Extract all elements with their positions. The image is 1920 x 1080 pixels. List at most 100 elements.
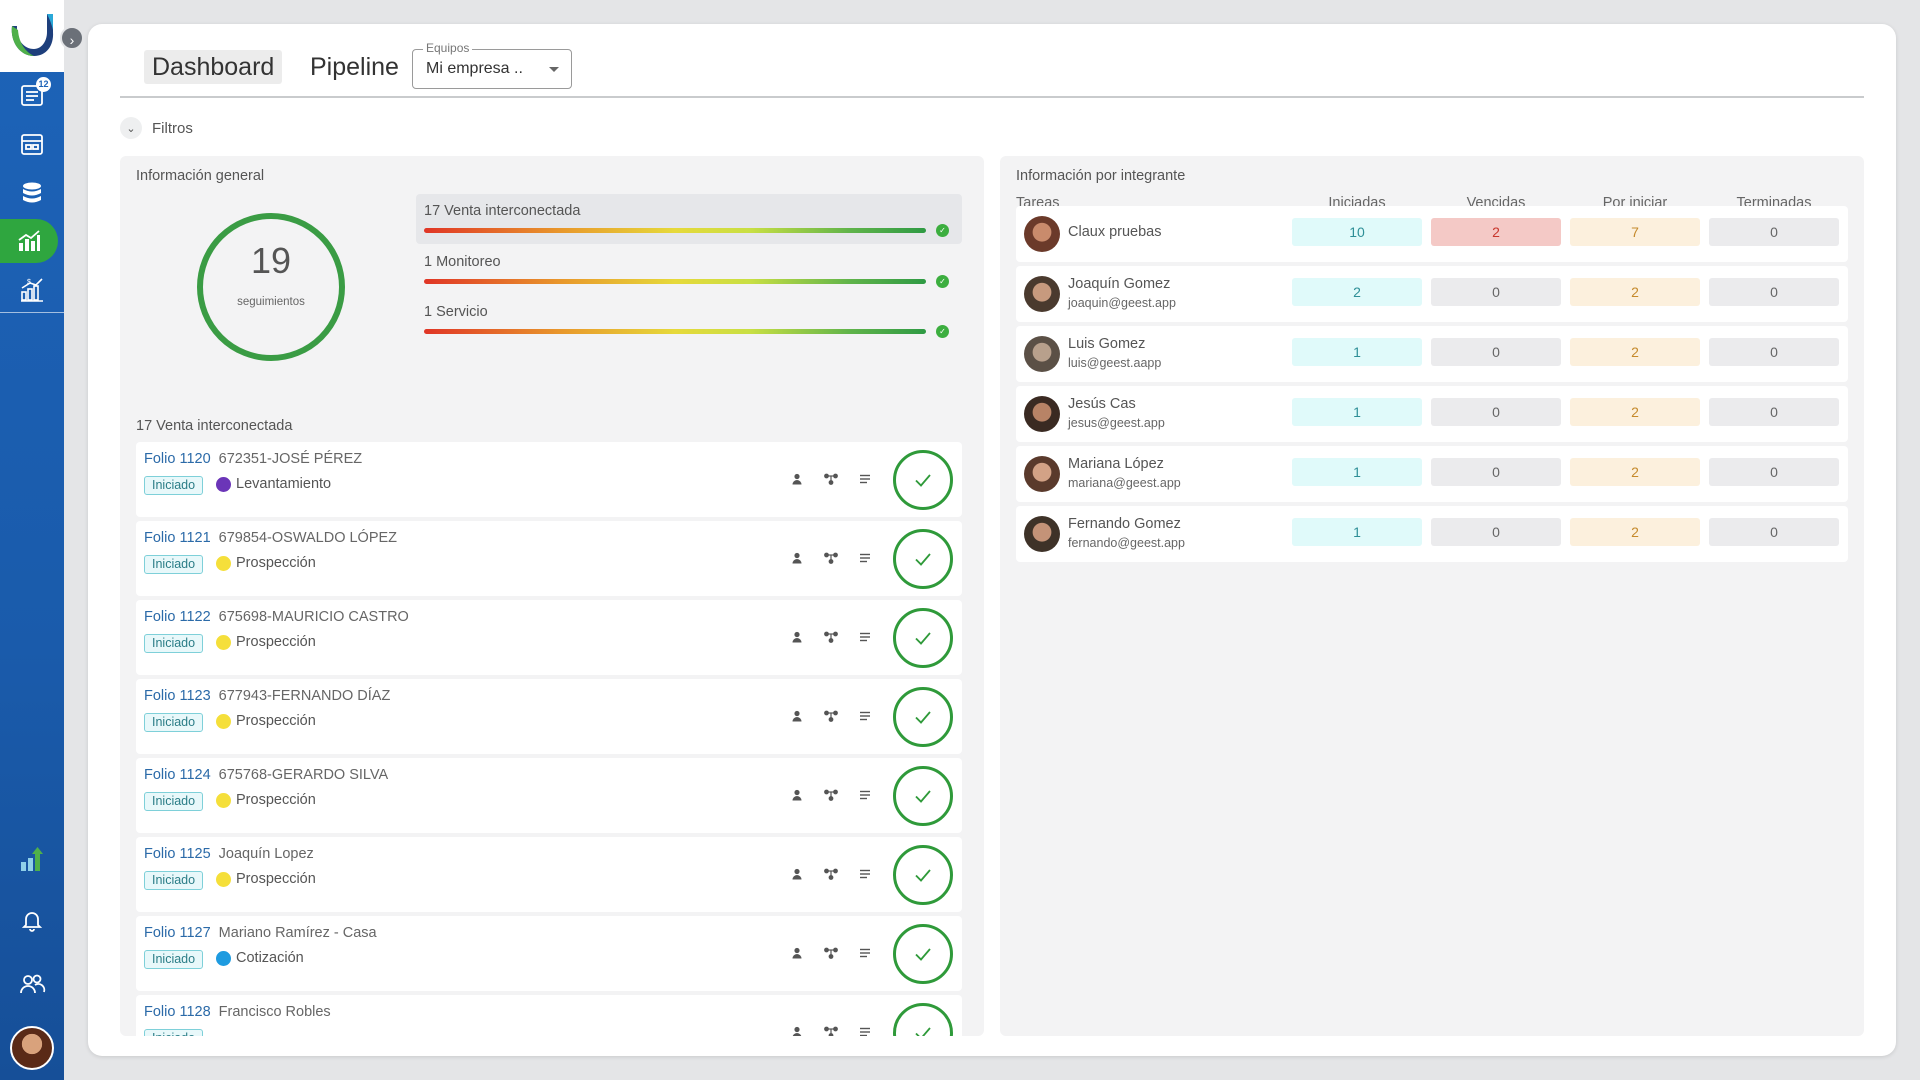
folio-link[interactable]: Folio 1123 677943-FERNANDO DÍAZ: [144, 688, 390, 704]
details-list-icon[interactable]: [856, 470, 874, 488]
member-row[interactable]: Joaquín Gomez joaquin@geest.app 2 0 2 0: [1016, 266, 1848, 322]
details-list-icon[interactable]: [856, 1023, 874, 1036]
assign-user-icon[interactable]: [788, 549, 806, 567]
folio-number[interactable]: Folio 1125: [144, 846, 211, 862]
details-list-icon[interactable]: [856, 628, 874, 646]
pending-count[interactable]: 2: [1570, 278, 1700, 306]
pending-count[interactable]: 2: [1570, 398, 1700, 426]
flow-icon[interactable]: [822, 470, 840, 488]
nav-analytics[interactable]: [0, 219, 58, 263]
nav-growth[interactable]: [0, 838, 64, 882]
process-row[interactable]: 1 Monitoreo ✓: [416, 245, 962, 295]
member-row[interactable]: Mariana López mariana@geest.app 1 0 2 0: [1016, 446, 1848, 502]
assign-user-icon[interactable]: [788, 628, 806, 646]
overdue-count[interactable]: 0: [1431, 458, 1561, 486]
folio-number[interactable]: Folio 1120: [144, 451, 211, 467]
complete-button[interactable]: [893, 529, 953, 589]
folio-number[interactable]: Folio 1124: [144, 767, 211, 783]
pending-count[interactable]: 7: [1570, 218, 1700, 246]
folio-number[interactable]: Folio 1121: [144, 530, 211, 546]
started-count[interactable]: 10: [1292, 218, 1422, 246]
done-count[interactable]: 0: [1709, 458, 1839, 486]
complete-button[interactable]: [893, 845, 953, 905]
assign-user-icon[interactable]: [788, 944, 806, 962]
member-row[interactable]: Luis Gomez luis@geest.aapp 1 0 2 0: [1016, 326, 1848, 382]
overdue-count[interactable]: 2: [1431, 218, 1561, 246]
details-list-icon[interactable]: [856, 549, 874, 567]
started-count[interactable]: 1: [1292, 518, 1422, 546]
pending-count[interactable]: 2: [1570, 458, 1700, 486]
folio-item[interactable]: Folio 1128 Francisco Robles Iniciado: [136, 995, 962, 1036]
flow-icon[interactable]: [822, 865, 840, 883]
pending-count[interactable]: 2: [1570, 338, 1700, 366]
complete-button[interactable]: [893, 687, 953, 747]
complete-button[interactable]: [893, 924, 953, 984]
folio-item[interactable]: Folio 1125 Joaquín Lopez Iniciado Prospecc…: [136, 837, 962, 912]
folio-link[interactable]: Folio 1127 Mariano Ramírez - Casa: [144, 925, 377, 941]
process-row[interactable]: 17 Venta interconectada ✓: [416, 194, 962, 244]
process-row[interactable]: 1 Servicio ✓: [416, 295, 962, 345]
pending-count[interactable]: 2: [1570, 518, 1700, 546]
folio-item[interactable]: Folio 1127 Mariano Ramírez - Casa Iniciad…: [136, 916, 962, 991]
folio-item[interactable]: Folio 1122 675698-MAURICIO CASTRO Iniciad…: [136, 600, 962, 675]
folio-item[interactable]: Folio 1120 672351-JOSÉ PÉREZ Iniciado Leva…: [136, 442, 962, 517]
complete-button[interactable]: [893, 608, 953, 668]
overdue-count[interactable]: 0: [1431, 278, 1561, 306]
overdue-count[interactable]: 0: [1431, 338, 1561, 366]
tab-pipeline[interactable]: Pipeline: [310, 53, 399, 81]
nav-notifications[interactable]: [0, 898, 64, 942]
nav-team[interactable]: [0, 962, 64, 1006]
flow-icon[interactable]: [822, 944, 840, 962]
app-logo[interactable]: [6, 8, 56, 60]
folio-link[interactable]: Folio 1124 675768-GERARDO SILVA: [144, 767, 388, 783]
done-count[interactable]: 0: [1709, 398, 1839, 426]
member-row[interactable]: Jesús Cas jesus@geest.app 1 0 2 0: [1016, 386, 1848, 442]
complete-button[interactable]: [893, 450, 953, 510]
folio-link[interactable]: Folio 1128 Francisco Robles: [144, 1004, 331, 1020]
filters-toggle[interactable]: ⌄ Filtros: [120, 116, 193, 140]
member-row[interactable]: Claux pruebas 10 2 7 0: [1016, 206, 1848, 262]
member-row[interactable]: Fernando Gomez fernando@geest.app 1 0 2 0: [1016, 506, 1848, 562]
sidebar-collapse-button[interactable]: ›: [60, 26, 84, 50]
details-list-icon[interactable]: [856, 865, 874, 883]
complete-button[interactable]: [893, 1003, 953, 1036]
nav-database[interactable]: [0, 171, 64, 215]
folio-link[interactable]: Folio 1121 679854-OSWALDO LÓPEZ: [144, 530, 397, 546]
folio-item[interactable]: Folio 1124 675768-GERARDO SILVA Iniciado P…: [136, 758, 962, 833]
done-count[interactable]: 0: [1709, 338, 1839, 366]
overdue-count[interactable]: 0: [1431, 518, 1561, 546]
flow-icon[interactable]: [822, 549, 840, 567]
assign-user-icon[interactable]: [788, 470, 806, 488]
chevron-down-icon[interactable]: ⌄: [120, 117, 142, 139]
done-count[interactable]: 0: [1709, 218, 1839, 246]
assign-user-icon[interactable]: [788, 707, 806, 725]
done-count[interactable]: 0: [1709, 278, 1839, 306]
done-count[interactable]: 0: [1709, 518, 1839, 546]
started-count[interactable]: 1: [1292, 458, 1422, 486]
started-count[interactable]: 1: [1292, 338, 1422, 366]
folio-link[interactable]: Folio 1125 Joaquín Lopez: [144, 846, 314, 862]
flow-icon[interactable]: [822, 786, 840, 804]
nav-calendar[interactable]: [0, 122, 64, 166]
folio-number[interactable]: Folio 1122: [144, 609, 211, 625]
flow-icon[interactable]: [822, 628, 840, 646]
folio-number[interactable]: Folio 1127: [144, 925, 211, 941]
complete-button[interactable]: [893, 766, 953, 826]
folio-link[interactable]: Folio 1122 675698-MAURICIO CASTRO: [144, 609, 409, 625]
user-avatar[interactable]: [10, 1026, 54, 1070]
folio-number[interactable]: Folio 1123: [144, 688, 211, 704]
flow-icon[interactable]: [822, 707, 840, 725]
details-list-icon[interactable]: [856, 786, 874, 804]
folio-link[interactable]: Folio 1120 672351-JOSÉ PÉREZ: [144, 451, 362, 467]
nav-finance[interactable]: $: [0, 268, 64, 312]
details-list-icon[interactable]: [856, 944, 874, 962]
folio-item[interactable]: Folio 1123 677943-FERNANDO DÍAZ Iniciado P…: [136, 679, 962, 754]
assign-user-icon[interactable]: [788, 865, 806, 883]
flow-icon[interactable]: [822, 1023, 840, 1036]
team-select[interactable]: Equipos Mi empresa ..: [412, 41, 572, 89]
nav-tasks[interactable]: 12: [0, 73, 64, 117]
overdue-count[interactable]: 0: [1431, 398, 1561, 426]
assign-user-icon[interactable]: [788, 786, 806, 804]
started-count[interactable]: 1: [1292, 398, 1422, 426]
folio-item[interactable]: Folio 1121 679854-OSWALDO LÓPEZ Iniciado P…: [136, 521, 962, 596]
